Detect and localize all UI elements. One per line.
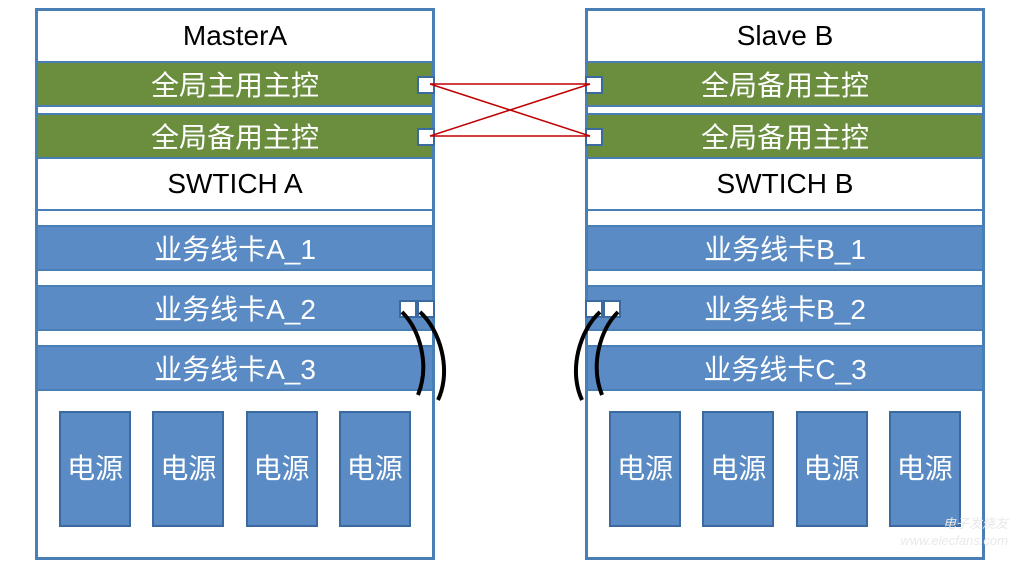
- card2-left: 业务线卡A_2: [38, 287, 432, 331]
- gap3-left: [38, 271, 432, 287]
- ctrl2-right-label: 全局备用主控: [701, 116, 869, 156]
- switch-left: SWTICH A: [38, 159, 432, 211]
- ctrl2-right: 全局备用主控: [588, 115, 982, 159]
- port-ctrl1-right: [585, 76, 603, 94]
- psu-right-1: 电源: [609, 411, 681, 527]
- port-pair-right: [585, 300, 621, 318]
- card2-right-label: 业务线卡B_2: [704, 288, 866, 328]
- port-card2-left-b: [417, 300, 435, 318]
- card3-right: 业务线卡C_3: [588, 347, 982, 391]
- card1-right: 业务线卡B_1: [588, 227, 982, 271]
- card3-left: 业务线卡A_3: [38, 347, 432, 391]
- ctrl1-left-label: 全局主用主控: [151, 64, 319, 104]
- gap4-right: [588, 331, 982, 347]
- ctrl2-left: 全局备用主控: [38, 115, 432, 159]
- port-ctrl2-left: [417, 128, 435, 146]
- port-card2-left-a: [399, 300, 417, 318]
- port-card2-right-a: [585, 300, 603, 318]
- psu-right-3: 电源: [796, 411, 868, 527]
- title-right: Slave B: [588, 11, 982, 63]
- ctrl2-left-label: 全局备用主控: [151, 116, 319, 156]
- psu-right-2: 电源: [702, 411, 774, 527]
- psu-right-4: 电源: [889, 411, 961, 527]
- card1-left: 业务线卡A_1: [38, 227, 432, 271]
- gap4-left: [38, 331, 432, 347]
- watermark: 电子发烧友 www.elecfans.com: [900, 516, 1008, 550]
- psu-left-3: 电源: [246, 411, 318, 527]
- gap1-right: [588, 107, 982, 115]
- psu-left-1: 电源: [59, 411, 131, 527]
- psu-left-2: 电源: [152, 411, 224, 527]
- gap2-right: [588, 211, 982, 227]
- title-left: MasterA: [38, 11, 432, 63]
- watermark-line1: 电子发烧友: [900, 516, 1008, 533]
- chassis-left: MasterA 全局主用主控 全局备用主控 SWTICH A 业务线卡A_1 业…: [35, 8, 435, 560]
- gap2-left: [38, 211, 432, 227]
- psu-left-4: 电源: [339, 411, 411, 527]
- port-ctrl2-right: [585, 128, 603, 146]
- psu-area-right: 电源 电源 电源 电源: [588, 391, 982, 527]
- gap1-left: [38, 107, 432, 115]
- chassis-right: Slave B 全局备用主控 全局备用主控 SWTICH B 业务线卡B_1 业…: [585, 8, 985, 560]
- port-card2-right-b: [603, 300, 621, 318]
- port-ctrl1-left: [417, 76, 435, 94]
- watermark-line2: www.elecfans.com: [900, 533, 1008, 550]
- port-pair-left: [399, 300, 435, 318]
- card2-left-label: 业务线卡A_2: [154, 288, 316, 328]
- psu-area-left: 电源 电源 电源 电源: [38, 391, 432, 527]
- ctrl1-left: 全局主用主控: [38, 63, 432, 107]
- switch-right: SWTICH B: [588, 159, 982, 211]
- ctrl1-right-label: 全局备用主控: [701, 64, 869, 104]
- ctrl1-right: 全局备用主控: [588, 63, 982, 107]
- card2-right: 业务线卡B_2: [588, 287, 982, 331]
- gap3-right: [588, 271, 982, 287]
